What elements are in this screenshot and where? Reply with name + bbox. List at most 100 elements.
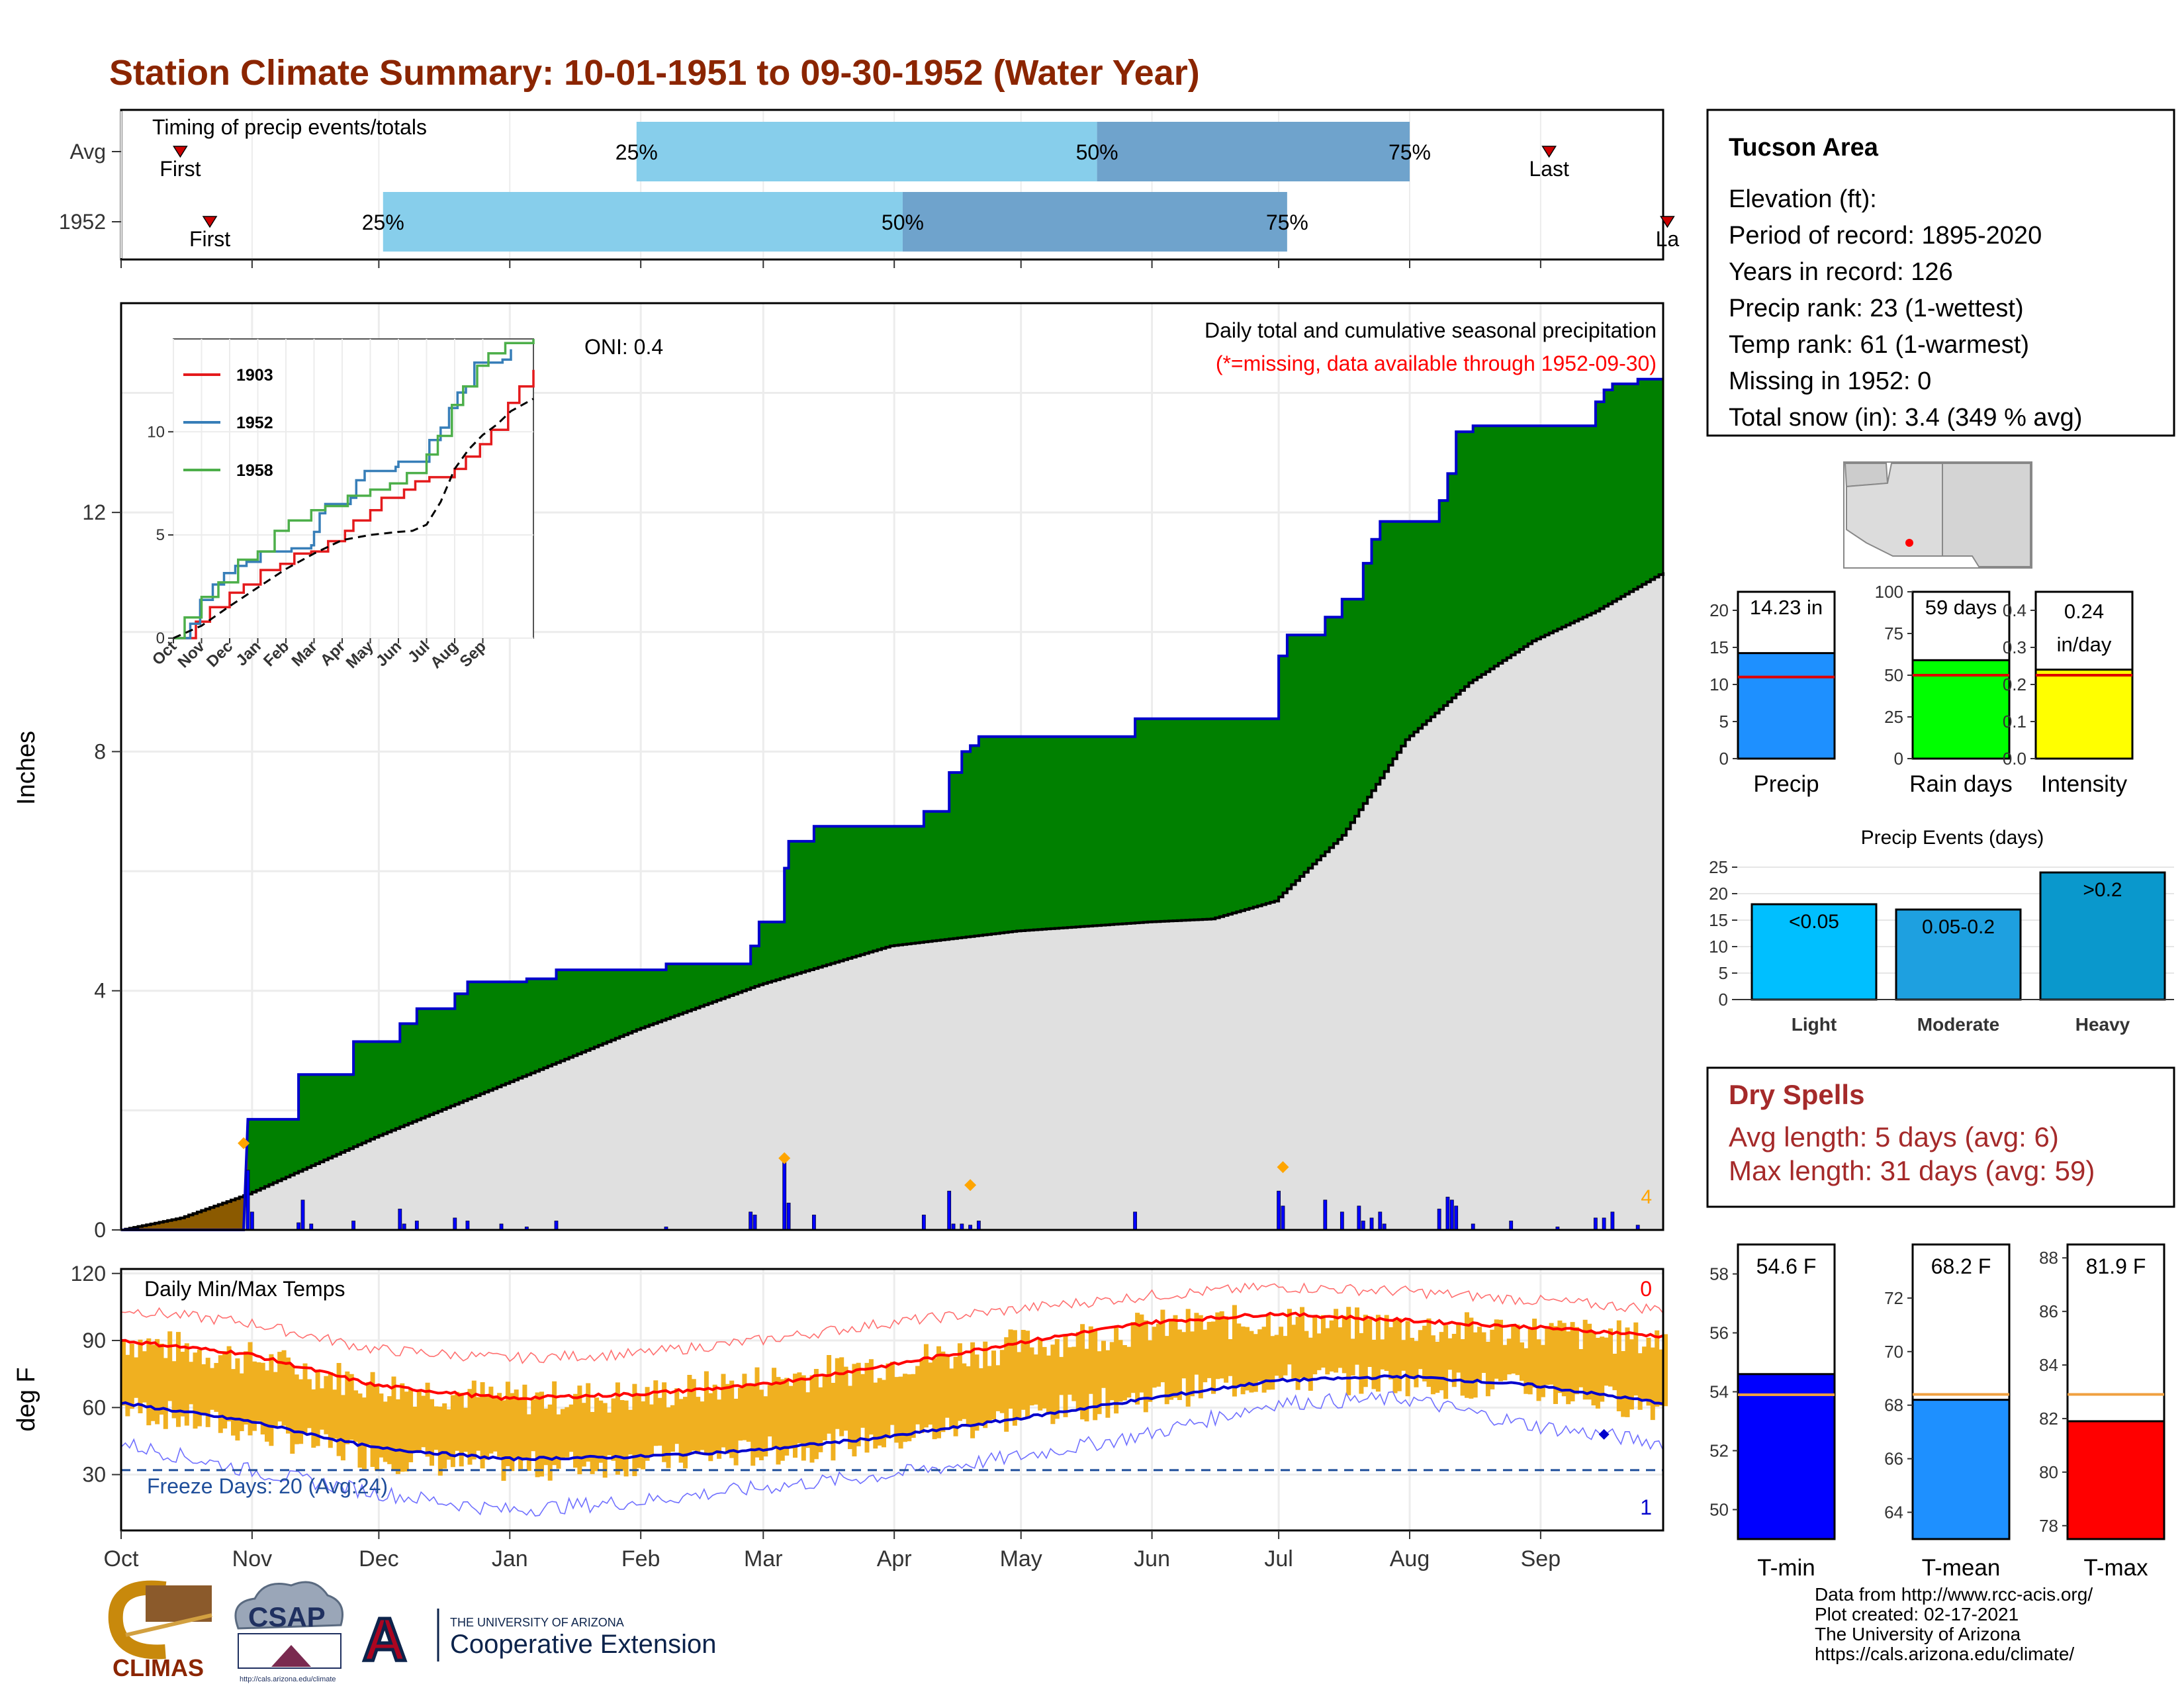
temp-summary-value-label: 81.9 F <box>2086 1254 2146 1278</box>
daily-precip-bar <box>1593 1217 1598 1231</box>
events-bar-heavy <box>2039 871 2166 1001</box>
timing-last-label: La <box>1656 227 1680 251</box>
precip-y-tick-label: 4 <box>94 979 106 1003</box>
daily-precip-bar <box>465 1221 470 1231</box>
daily-precip-bar <box>1357 1205 1361 1231</box>
month-tick-label: Mar <box>744 1546 783 1571</box>
timing-p25-label: 25% <box>362 211 404 234</box>
temp-summary-y-tick-label: 52 <box>1709 1441 1729 1461</box>
temp-summary-y-tick-label: 50 <box>1709 1500 1729 1520</box>
timing-last-marker <box>1541 146 1557 158</box>
average-max-temp-line <box>120 1311 1664 1401</box>
precip-deficit-area <box>121 1119 248 1230</box>
timing-first-marker <box>173 146 188 158</box>
events-y-tick-label: 20 <box>1709 884 1728 904</box>
events-y-tick-label: 25 <box>1709 857 1728 877</box>
summary-category-label: Intensity <box>2041 771 2128 797</box>
heavy-event-marker <box>1277 1161 1289 1174</box>
inset-series-1903 <box>173 369 535 639</box>
station-location-dot <box>1905 539 1913 547</box>
daily-precip-bar <box>1133 1211 1137 1231</box>
summary-value-label: 0.24 <box>2064 600 2104 623</box>
footer-data-source: Data from http://www.rcc-acis.org/ <box>1815 1584 2093 1605</box>
summary-y-tick-label: 0 <box>1719 749 1729 769</box>
ua-a-icon: A <box>363 1606 406 1673</box>
cumulative-1952-line <box>121 377 1663 1231</box>
daily-precip-bar <box>1454 1205 1459 1231</box>
summary-y-tick-label: 0.2 <box>2003 675 2026 694</box>
daily-precip-bar <box>749 1211 753 1231</box>
summary-y-tick-label: 0.0 <box>2003 749 2026 769</box>
temp-summary-y-tick-label: 88 <box>2039 1248 2058 1268</box>
temp-panel-label: Daily Min/Max Temps <box>144 1277 345 1301</box>
footer-credits: Data from http://www.rcc-acis.org/ Plot … <box>1815 1584 2093 1664</box>
dry-spells-max: Max length: 31 days (avg: 59) <box>1729 1155 2095 1186</box>
timing-p25-label: 25% <box>615 140 658 164</box>
timing-row-label: Avg <box>69 140 106 164</box>
temp-summary-y-tick-label: 68 <box>1884 1395 1903 1415</box>
summary-y-tick-label: 10 <box>1709 675 1729 694</box>
summary-value-unit: in/day <box>2057 633 2112 656</box>
station-period: Period of record: 1895-2020 <box>1729 222 2042 250</box>
station-years: Years in record: 126 <box>1729 258 1953 286</box>
csap-url-text: http://cals.arizona.edu/climate <box>240 1675 336 1683</box>
temp-summary-category-label: T-max <box>2083 1555 2148 1581</box>
daily-precip-bar <box>414 1221 419 1231</box>
month-tick-label: Oct <box>104 1546 139 1571</box>
daily-precip-bar <box>782 1160 787 1231</box>
temp-y-tick-label: 120 <box>71 1262 106 1286</box>
temp-summary-y-tick-label: 78 <box>2039 1516 2058 1536</box>
heavy-event-marker <box>238 1137 250 1150</box>
daily-precip-bar <box>1449 1199 1454 1231</box>
timing-p75-label: 75% <box>1388 140 1431 164</box>
temp-summary-value-label: 54.6 F <box>1756 1254 1817 1278</box>
summary-y-tick-label: 20 <box>1709 600 1729 620</box>
summary-bar-intensity <box>2034 669 2134 760</box>
footer-url: https://cals.arizona.edu/climate/ <box>1815 1644 2074 1664</box>
oni-label: ONI: 0.4 <box>584 335 663 359</box>
heavy-event-marker <box>778 1152 791 1164</box>
daily-precip-bar <box>1602 1217 1606 1231</box>
daily-precip-bar <box>398 1208 402 1231</box>
summary-y-tick-label: 0.4 <box>2003 600 2026 620</box>
footer-plot-created: Plot created: 02-17-2021 <box>1815 1604 2019 1624</box>
inset-y-tick-label: 5 <box>156 526 165 544</box>
temp-summary-y-tick-label: 58 <box>1709 1264 1729 1284</box>
events-bar-label: <0.05 <box>1789 911 1839 933</box>
summary-y-tick-label: 5 <box>1719 712 1729 731</box>
precip-events-title: Precip Events (days) <box>1861 827 2044 849</box>
record-low-marker <box>1598 1429 1610 1440</box>
inset-series-1952 <box>173 349 512 639</box>
summary-value-label: 59 days <box>1925 596 1997 619</box>
climas-logo: CLIMAS <box>108 1580 212 1681</box>
daily-precip-bar <box>921 1215 926 1231</box>
csap-logo: CSAP http://cals.arizona.edu/climate <box>234 1581 343 1683</box>
daily-precip-bar <box>812 1215 816 1231</box>
daily-precip-bar <box>1369 1217 1374 1231</box>
precip-y-label: Inches <box>13 731 40 805</box>
precip-average-area <box>121 572 1663 1230</box>
timing-row-label: 1952 <box>59 210 106 234</box>
events-category-label: Heavy <box>2075 1014 2130 1035</box>
precip-y-tick-label: 8 <box>94 739 106 763</box>
daily-precip-bar <box>554 1221 559 1231</box>
daily-precip-bar <box>246 1170 250 1231</box>
inset-series-avg <box>173 398 534 639</box>
dry-spells-avg: Avg length: 5 days (avg: 6) <box>1729 1121 2059 1152</box>
temp-summary-category-label: T-mean <box>1922 1555 2001 1581</box>
month-tick-label: Aug <box>1390 1546 1430 1571</box>
temp-summary-bar-t-min <box>1737 1373 1836 1540</box>
station-temp-rank: Temp rank: 61 (1-warmest) <box>1729 331 2029 359</box>
temp-summary-y-tick-label: 86 <box>2039 1301 2058 1321</box>
climas-logo-text: CLIMAS <box>113 1654 204 1681</box>
events-bar-light <box>1751 903 1878 1001</box>
average-cumulative-line <box>121 572 1664 1231</box>
daily-precip-bar <box>752 1215 757 1231</box>
summary-y-tick-label: 25 <box>1884 707 1903 727</box>
summary-y-tick-label: 50 <box>1884 665 1903 685</box>
inset-legend-label: 1958 <box>236 461 273 480</box>
month-tick-label: Jan <box>492 1546 528 1571</box>
summary-y-tick-label: 15 <box>1709 637 1729 657</box>
daily-precip-bar <box>250 1211 254 1231</box>
